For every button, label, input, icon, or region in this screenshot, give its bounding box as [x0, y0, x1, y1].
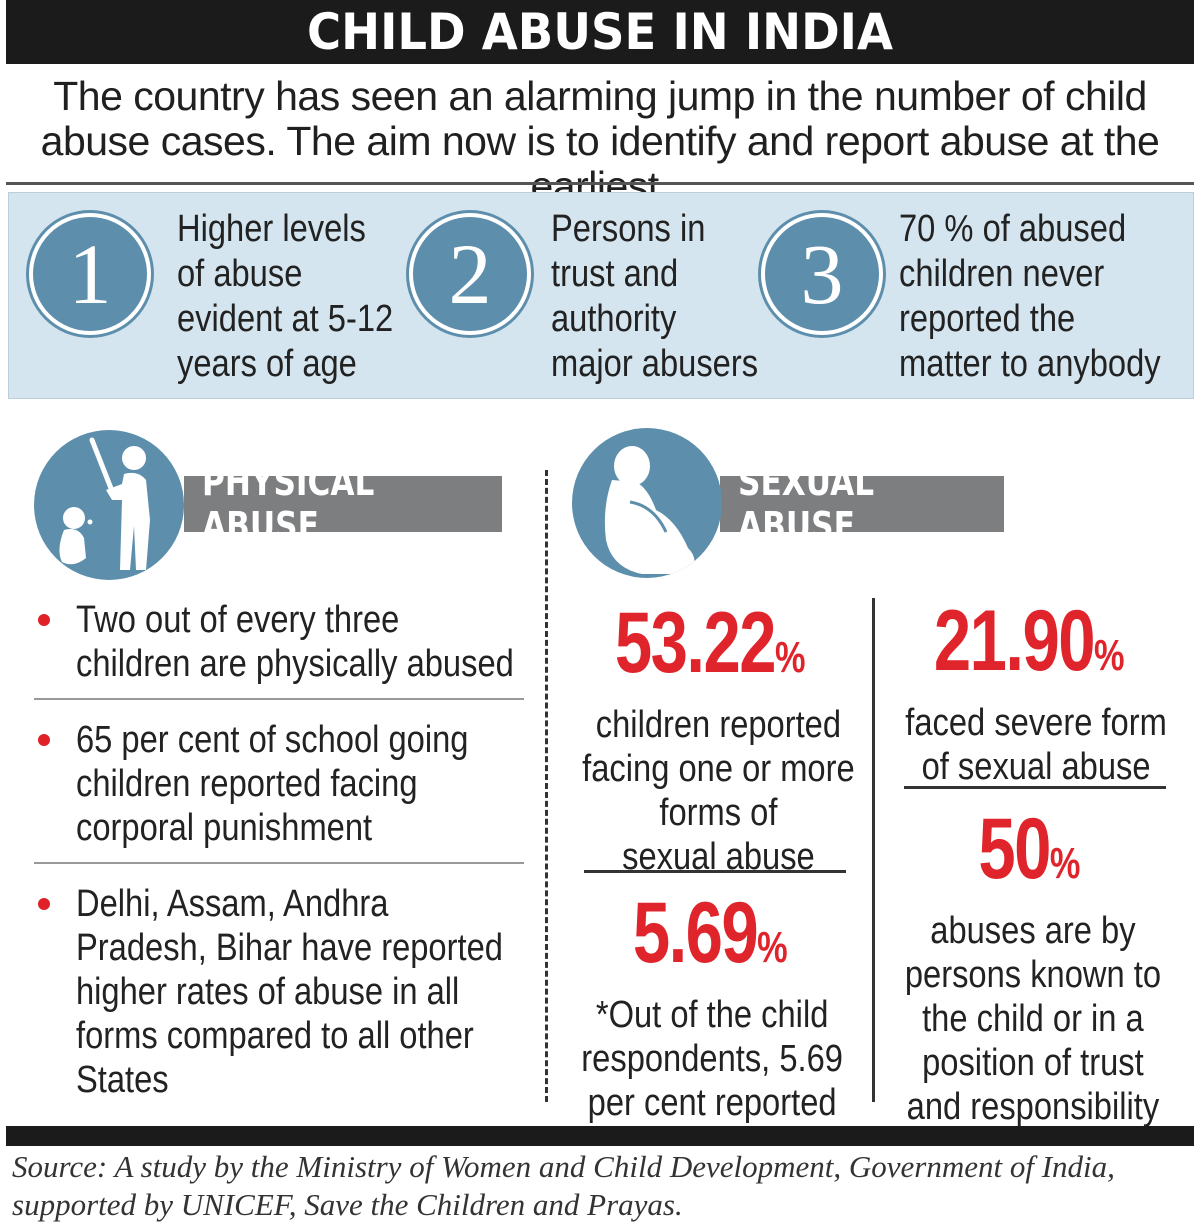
stat-number: 5.69: [632, 885, 759, 981]
stat-line: faced severe form: [905, 702, 1167, 744]
bullet-line: forms compared to all other: [76, 1015, 474, 1057]
bullet-text: 65 per cent of school going children rep…: [76, 718, 468, 850]
key-facts-panel: 1 Higher levels of abuse evident at 5-12…: [8, 192, 1194, 399]
sexual-abuse-label: SEXUAL ABUSE: [720, 460, 1004, 548]
stat-value: 5.69%: [633, 888, 788, 993]
bullet-line: children are physically abused: [76, 643, 514, 685]
bullet-text: Delhi, Assam, Andhra Pradesh, Bihar have…: [76, 882, 503, 1102]
bullet-dot: [38, 614, 50, 626]
stat-line: and responsibility: [906, 1086, 1160, 1128]
intro-text: The country has seen an alarming jump in…: [40, 73, 1160, 209]
stat-line: forms of: [659, 792, 778, 834]
fact-1-text: Higher levels of abuse evident at 5-12 y…: [177, 207, 393, 387]
stat-53-22: 53.22% children reported facing one or m…: [560, 598, 860, 879]
bullet-line: Delhi, Assam, Andhra: [76, 883, 389, 925]
bullet-line: corporal punishment: [76, 807, 373, 849]
stat-number: 21.90: [933, 593, 1096, 689]
fact-line: reported the: [899, 298, 1076, 340]
bullet-line: children reported facing: [76, 763, 418, 805]
number-2-badge: 2: [409, 213, 531, 335]
crouching-child-icon: [572, 428, 722, 578]
stat-divider: [584, 870, 846, 873]
fact-line: matter to anybody: [899, 343, 1161, 385]
stat-desc: faced severe form of sexual abuse: [905, 701, 1167, 789]
page-title: CHILD ABUSE IN INDIA: [307, 3, 893, 61]
sexual-abuse-label-text: SEXUAL ABUSE: [738, 460, 875, 548]
stat-desc: abuses are by persons known to the child…: [905, 909, 1161, 1129]
number-3-badge: 3: [761, 213, 883, 335]
stat-line: persons known to: [904, 954, 1161, 996]
stat-line: *Out of the child: [595, 994, 829, 1036]
section-divider: [545, 470, 548, 1102]
fact-line: years of age: [177, 343, 357, 385]
stat-value: 50%: [978, 804, 1080, 909]
fact-line: major abusers: [551, 343, 759, 385]
fact-line: 70 % of abused: [899, 208, 1127, 250]
bullet-text: Two out of every three children are phys…: [76, 598, 514, 686]
fact-line: of abuse: [177, 253, 303, 295]
list-item: Two out of every three children are phys…: [34, 598, 524, 700]
stat-21-90: 21.90% faced severe form of sexual abuse: [884, 596, 1174, 789]
intro-divider: [6, 182, 1194, 185]
physical-abuse-label: PHYSICAL ABUSE: [184, 460, 502, 548]
stat-divider: [904, 786, 1166, 789]
stat-line: of sexual abuse: [921, 746, 1151, 788]
stat-5-69: 5.69% *Out of the child respondents, 5.6…: [560, 888, 860, 1125]
stat-line: position of trust: [922, 1042, 1144, 1084]
stat-unit: %: [1093, 631, 1125, 680]
list-item: Delhi, Assam, Andhra Pradesh, Bihar have…: [34, 882, 524, 1114]
bullet-line: higher rates of abuse in all: [76, 971, 460, 1013]
list-item: 65 per cent of school going children rep…: [34, 718, 524, 864]
stat-column-divider: [872, 598, 875, 1102]
stat-number: 53.22: [614, 595, 777, 691]
stat-line: per cent reported: [587, 1082, 837, 1124]
stat-line: abuses are by: [930, 910, 1136, 952]
stat-line: facing one or more: [582, 748, 855, 790]
stat-unit: %: [1049, 839, 1081, 888]
physical-abuse-label-text: PHYSICAL ABUSE: [202, 460, 375, 548]
bullet-line: Pradesh, Bihar have reported: [76, 927, 503, 969]
bullet-line: 65 per cent of school going: [76, 719, 469, 761]
source-credit: Source: A study by the Ministry of Women…: [12, 1149, 1115, 1222]
bullet-dot: [38, 898, 50, 910]
stat-unit: %: [756, 923, 788, 972]
stat-value: 21.90%: [934, 596, 1125, 701]
title-bar: CHILD ABUSE IN INDIA: [6, 0, 1194, 64]
fact-line: Persons in: [551, 208, 706, 250]
fact-line: trust and: [551, 253, 679, 295]
bullet-line: States: [76, 1059, 169, 1101]
stat-desc: *Out of the child respondents, 5.69 per …: [581, 993, 843, 1125]
fact-2-text: Persons in trust and authority major abu…: [551, 207, 758, 387]
stat-line: respondents, 5.69: [581, 1038, 843, 1080]
number-1-badge: 1: [29, 213, 151, 335]
bullet-line: Two out of every three: [76, 599, 400, 641]
bullet-dot: [38, 734, 50, 746]
fact-line: evident at 5-12: [177, 298, 394, 340]
footer-bar: [6, 1126, 1194, 1146]
physical-abuse-list: Two out of every three children are phys…: [34, 598, 524, 1132]
stat-number: 50: [977, 801, 1051, 897]
stat-line: the child or in a: [922, 998, 1144, 1040]
fact-3-text: 70 % of abused children never reported t…: [899, 207, 1161, 387]
stat-value: 53.22%: [615, 598, 806, 703]
fact-line: authority: [551, 298, 677, 340]
stat-desc: children reported facing one or more for…: [582, 703, 854, 879]
teacher-with-cane-icon: [34, 430, 184, 580]
fact-line: children never: [899, 253, 1105, 295]
stat-line: children reported: [595, 704, 842, 746]
fact-line: Higher levels: [177, 208, 366, 250]
stat-50: 50% abuses are by persons known to the c…: [884, 804, 1174, 1129]
stat-unit: %: [774, 633, 806, 682]
